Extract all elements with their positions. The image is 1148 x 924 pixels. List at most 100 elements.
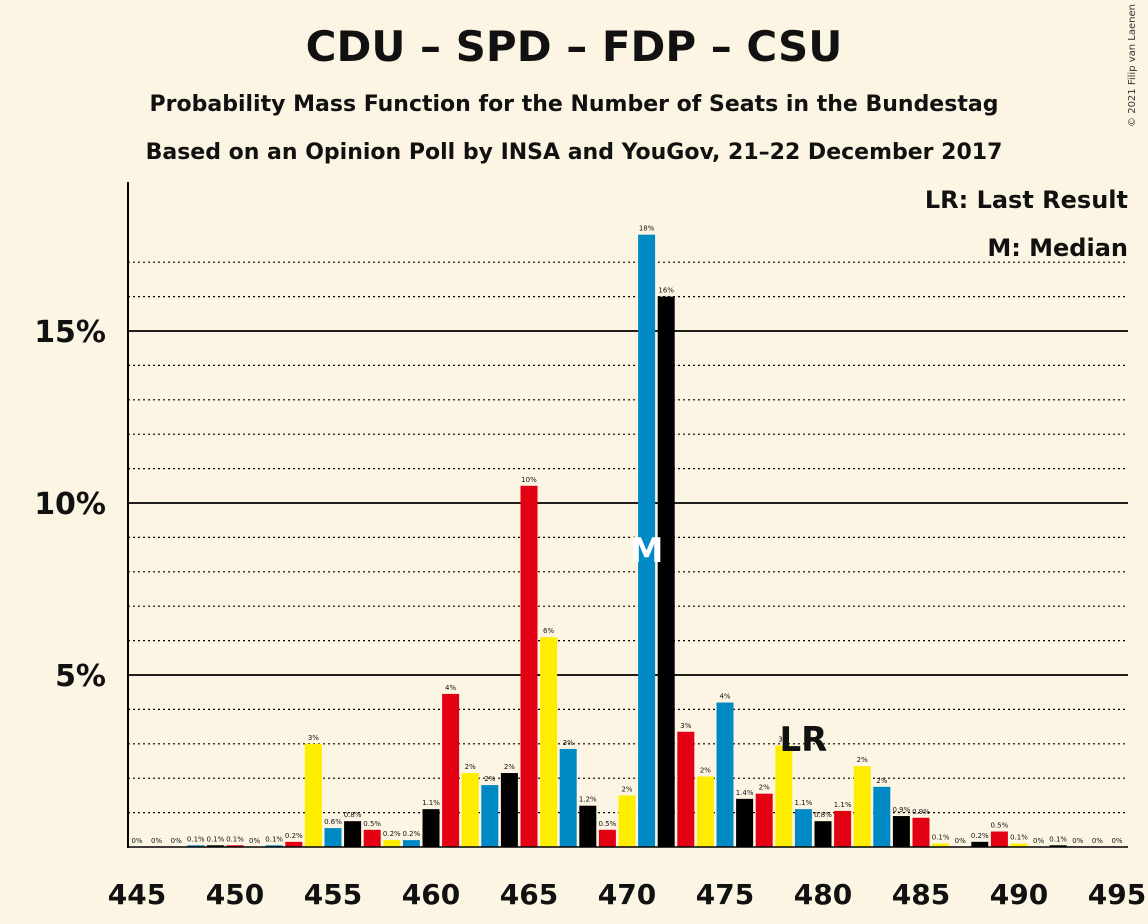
bar: [324, 828, 342, 847]
bar: [344, 821, 362, 847]
bar: [363, 829, 381, 847]
data-labels-group: 0% 0% 0% 0.1% 0.1% 0.1% 0% 0.1% 0.2%3%0.6%0.8%0.…: [131, 225, 1122, 845]
data-label: 0%: [955, 837, 966, 845]
x-tick-label: 480: [794, 878, 852, 911]
data-label: 0%: [131, 837, 142, 845]
bar: [736, 798, 754, 847]
y-tick-label: 10%: [34, 487, 106, 522]
bar: [1049, 845, 1067, 847]
bar: [559, 748, 577, 847]
bar: [598, 829, 616, 847]
data-label: 2%: [759, 784, 770, 792]
bar: [716, 702, 734, 847]
bar: [304, 743, 322, 847]
data-label: 0.1%: [1010, 834, 1028, 842]
x-tick-label: 460: [402, 878, 460, 911]
bars-group: [187, 234, 1067, 848]
data-label: 1.1%: [422, 799, 440, 807]
grid-lines: [128, 261, 1128, 814]
legend-last-result: LR: Last Result: [924, 186, 1128, 214]
data-label: 2%: [857, 756, 868, 764]
bar: [657, 296, 675, 848]
x-tick-label: 490: [990, 878, 1048, 911]
data-label: 0.9%: [912, 808, 930, 816]
legend-median: M: Median: [987, 234, 1128, 262]
bar: [677, 731, 695, 847]
data-label: 3%: [563, 739, 574, 747]
data-label: 1.1%: [834, 801, 852, 809]
data-label: 16%: [658, 287, 674, 295]
x-tick-label: 495: [1088, 878, 1146, 911]
data-label: 0.8%: [344, 811, 362, 819]
data-label: 0.9%: [893, 806, 911, 814]
data-label: 2%: [621, 785, 632, 793]
data-label: 0%: [1033, 837, 1044, 845]
bar: [481, 785, 499, 847]
x-tick-label: 465: [500, 878, 558, 911]
data-label: 0%: [151, 837, 162, 845]
axes: 5% 10% 15% 445 450 455 460 465 470 475 480 485 490 49…: [34, 182, 1146, 911]
data-label: 1.2%: [579, 796, 597, 804]
bar: [696, 776, 714, 847]
bar: [814, 821, 832, 847]
data-label: 0%: [1072, 837, 1083, 845]
data-label: 2%: [484, 775, 495, 783]
x-tick-label: 450: [206, 878, 264, 911]
bar: [265, 845, 283, 847]
data-label: 0%: [1111, 837, 1122, 845]
data-label: 0.5%: [363, 820, 381, 828]
data-label: 0.8%: [814, 811, 832, 819]
bar: [638, 234, 656, 847]
x-tick-label: 485: [892, 878, 950, 911]
last-result-marker: LR: [779, 720, 827, 760]
median-marker: M: [630, 531, 664, 571]
y-tick-label: 15%: [34, 315, 106, 350]
data-label: 0.2%: [285, 832, 303, 840]
chart-source: Based on an Opinion Poll by INSA and You…: [145, 140, 1003, 165]
data-label: 0.6%: [324, 818, 342, 826]
data-label: 2%: [504, 763, 515, 771]
bar: [402, 840, 420, 847]
data-label: 0.2%: [383, 830, 401, 838]
bar: [1010, 843, 1028, 847]
bar: [206, 845, 224, 847]
data-label: 2%: [700, 766, 711, 774]
bar: [520, 485, 538, 847]
data-label: 4%: [445, 684, 456, 692]
data-label: 4%: [719, 693, 730, 701]
data-label: 3%: [778, 736, 789, 744]
bar: [422, 809, 440, 847]
chart-subtitle: Probability Mass Function for the Number…: [149, 92, 999, 117]
bar: [834, 810, 852, 847]
data-label: 0.1%: [1049, 835, 1067, 843]
data-label: 3%: [308, 734, 319, 742]
data-label: 2%: [465, 763, 476, 771]
y-tick-label: 5%: [55, 659, 106, 694]
bar: [971, 841, 989, 847]
x-tick-label: 455: [304, 878, 362, 911]
bar: [579, 805, 597, 847]
chart-title: CDU – SPD – FDP – CSU: [305, 22, 843, 71]
bar: [794, 809, 812, 847]
data-label: 0.1%: [187, 835, 205, 843]
bar: [540, 637, 558, 847]
bar: [618, 795, 636, 847]
x-tick-label: 445: [108, 878, 166, 911]
data-label: 0.5%: [599, 820, 617, 828]
x-tick-label: 470: [598, 878, 656, 911]
data-label: 6%: [543, 627, 554, 635]
data-label: 0%: [249, 837, 260, 845]
bar: [285, 841, 303, 847]
bar: [226, 845, 244, 847]
data-label: 0.1%: [207, 835, 225, 843]
bar: [383, 840, 401, 847]
bar: [187, 845, 205, 847]
data-label: 2%: [876, 777, 887, 785]
data-label: 0.2%: [403, 830, 421, 838]
data-label: 0%: [1092, 837, 1103, 845]
data-label: 0.1%: [265, 835, 283, 843]
bar: [755, 793, 773, 847]
bar: [932, 843, 950, 847]
bar: [853, 766, 871, 847]
